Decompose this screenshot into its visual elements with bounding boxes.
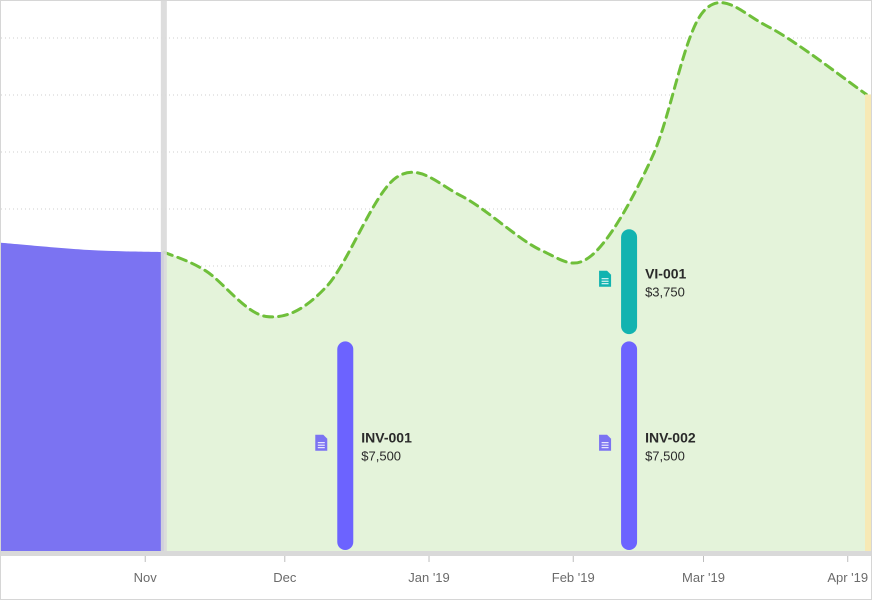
x-tick-label: Mar '19	[682, 570, 725, 585]
x-tick-label: Apr '19	[827, 570, 868, 585]
document-icon	[315, 434, 328, 451]
forecast-line	[162, 1, 868, 319]
transaction-amount: $3,750	[645, 285, 685, 300]
transaction-label: INV-002	[645, 430, 696, 446]
transaction-amount: $7,500	[361, 449, 401, 464]
x-baseline	[1, 551, 871, 556]
x-tick-label: Dec	[273, 570, 297, 585]
forecast-area	[163, 2, 867, 552]
balance-areas	[1, 1, 871, 556]
transaction-label: INV-001	[361, 430, 412, 446]
x-axis: Nov Dec Jan '19 Feb '19 Mar '19 Apr '19	[134, 556, 868, 585]
transaction-label: VI-001	[645, 266, 686, 282]
x-tick-label: Nov	[134, 570, 158, 585]
transaction-bar	[621, 229, 638, 335]
document-icon	[599, 434, 612, 451]
transaction-amount: $7,500	[645, 449, 685, 464]
x-tick-label: Jan '19	[408, 570, 450, 585]
transaction-bar	[621, 341, 638, 550]
today-marker	[160, 1, 167, 551]
transaction-bars: INV-001 $7,500 INV-002 $7,500 VI-001 $3,750	[315, 229, 696, 550]
transaction-bar	[337, 341, 354, 550]
x-tick-label: Feb '19	[552, 570, 595, 585]
future-edge	[865, 94, 871, 551]
actual-area	[1, 242, 164, 551]
document-icon	[599, 270, 612, 287]
